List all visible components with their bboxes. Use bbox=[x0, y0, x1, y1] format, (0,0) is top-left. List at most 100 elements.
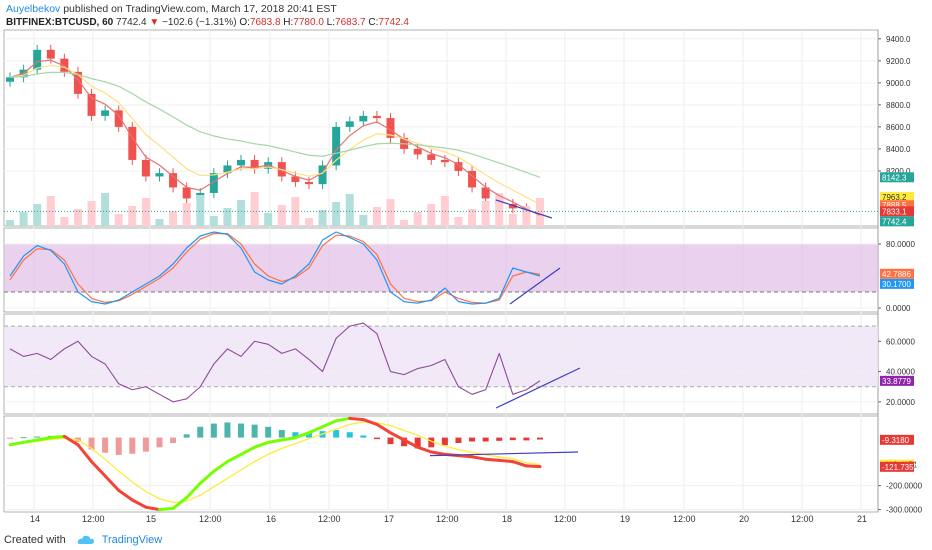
x-tick-label: 14 bbox=[30, 514, 40, 524]
ohlc-bar: BITFINEX:BTCUSD, 60 7742.4 ▼ −102.6 (−1.… bbox=[6, 16, 926, 30]
published-text: published on TradingView.com, March 17, … bbox=[63, 3, 337, 15]
volume-bar bbox=[481, 201, 490, 226]
candle-body bbox=[332, 126, 341, 166]
candle-body bbox=[304, 181, 313, 185]
volume-bar bbox=[372, 207, 381, 226]
candle-body bbox=[6, 77, 14, 82]
price-badge-text: 42.7886 bbox=[882, 270, 911, 279]
chart-header: Auyelbekov published on TradingView.com,… bbox=[6, 2, 926, 30]
macd-line-segment bbox=[293, 431, 311, 440]
candle-body bbox=[182, 187, 191, 199]
volume-bar bbox=[87, 201, 96, 226]
volume-bar bbox=[400, 220, 409, 226]
macd-histogram-bar bbox=[142, 437, 149, 452]
publish-info: Auyelbekov published on TradingView.com,… bbox=[6, 2, 926, 16]
macd-histogram-bar bbox=[7, 437, 13, 439]
tradingview-brand[interactable]: TradingView bbox=[101, 534, 163, 546]
volume-bar bbox=[114, 214, 123, 226]
volume-bar bbox=[495, 193, 504, 226]
symbol-label[interactable]: BITFINEX:BTCUSD, 60 bbox=[6, 17, 114, 28]
candle-body bbox=[223, 165, 232, 174]
price-change: −102.6 (−1.31%) bbox=[162, 17, 237, 28]
volume-bar bbox=[237, 200, 246, 226]
low-value: 7683.7 bbox=[335, 17, 366, 28]
open-label: O: bbox=[239, 17, 250, 28]
chart-area[interactable]: 14 12:00 15 12:00 16 12:00 17 12:00 18 12:00 19 12:… bbox=[0, 0, 932, 530]
x-tick-label: 19 bbox=[620, 514, 630, 524]
y-tick-label: 8400.0 bbox=[886, 145, 911, 154]
x-tick-label: 12:00 bbox=[318, 514, 341, 524]
macd-histogram-bar bbox=[401, 437, 408, 447]
macd-line-segment bbox=[524, 464, 542, 469]
volume-bar bbox=[141, 198, 150, 226]
candle-body bbox=[291, 176, 300, 182]
macd-line-segment bbox=[76, 443, 94, 464]
macd-line-segment bbox=[185, 481, 202, 500]
candle-body bbox=[87, 93, 96, 116]
trendline-stoch bbox=[509, 267, 561, 305]
x-tick-label: 18 bbox=[502, 514, 512, 524]
x-tick-label: 12:00 bbox=[82, 514, 105, 524]
volume-bar bbox=[264, 213, 273, 226]
candle-body bbox=[141, 159, 150, 177]
macd-histogram-bar bbox=[346, 432, 353, 438]
panel-frame-macd bbox=[3, 415, 879, 513]
macd-line-segment bbox=[157, 506, 175, 512]
close-value: 7742.4 bbox=[378, 17, 409, 28]
macd-line-segment bbox=[266, 438, 284, 444]
volume-bar bbox=[33, 204, 42, 226]
macd-line-segment bbox=[497, 458, 515, 464]
macd-line-segment bbox=[375, 422, 393, 435]
author-link[interactable]: Auyelbekov bbox=[6, 3, 61, 15]
macd-line-segment bbox=[321, 419, 338, 429]
price-badge-text: 7742.4 bbox=[882, 217, 907, 226]
macd-line-segment bbox=[90, 460, 107, 478]
y-tick-label: 8200.0 bbox=[886, 167, 911, 176]
macd-line-segment bbox=[361, 418, 379, 426]
low-label: L: bbox=[326, 17, 336, 28]
volume-bar bbox=[440, 196, 449, 226]
macd-histogram-bar bbox=[292, 432, 299, 438]
high-value: 7780.0 bbox=[293, 17, 324, 28]
volume-bar bbox=[277, 205, 286, 226]
macd-line-segment bbox=[144, 505, 161, 512]
macd-histogram-bar bbox=[278, 430, 285, 438]
volume-bar bbox=[19, 212, 28, 226]
price-badge-text: 7888.5 bbox=[882, 201, 907, 210]
macd-histogram-bar bbox=[455, 437, 462, 443]
candle-body bbox=[359, 115, 368, 122]
macd-histogram-bar bbox=[129, 437, 136, 454]
macd-line-segment bbox=[130, 498, 148, 509]
x-tick-label: 17 bbox=[384, 514, 394, 524]
x-tick-label: 21 bbox=[857, 514, 867, 524]
macd-histogram-bar bbox=[88, 437, 95, 450]
open-value: 7683.8 bbox=[249, 17, 281, 28]
y-tick-label: 8600.0 bbox=[886, 123, 911, 132]
macd-line-segment bbox=[8, 440, 26, 447]
volume-bar bbox=[427, 204, 436, 226]
macd-histogram-bar bbox=[373, 437, 380, 440]
macd-histogram-bar bbox=[238, 423, 245, 438]
price-badge bbox=[880, 192, 914, 203]
price-badge bbox=[880, 375, 914, 386]
x-tick-label: 15 bbox=[146, 514, 156, 524]
macd-line-segment bbox=[35, 436, 53, 442]
volume-bar bbox=[536, 198, 544, 226]
rsi-band bbox=[4, 326, 878, 387]
macd-histogram-bar bbox=[537, 437, 543, 440]
candle-body bbox=[427, 154, 436, 160]
candle-body bbox=[114, 110, 123, 127]
macd-line-segment bbox=[334, 416, 352, 423]
macd-line-segment bbox=[416, 445, 433, 454]
volume-bar bbox=[6, 220, 14, 226]
volume-bar bbox=[209, 216, 218, 226]
candle-body bbox=[73, 71, 82, 94]
macd-line-segment bbox=[470, 455, 488, 461]
candle-body bbox=[169, 173, 178, 188]
price-badge-text: 8142.3 bbox=[882, 173, 907, 182]
candle-body bbox=[60, 58, 69, 72]
y-tick-label: -200.0000 bbox=[886, 482, 923, 491]
volume-bar bbox=[304, 218, 313, 226]
candle-body bbox=[318, 165, 327, 185]
volume-bar bbox=[318, 210, 327, 226]
